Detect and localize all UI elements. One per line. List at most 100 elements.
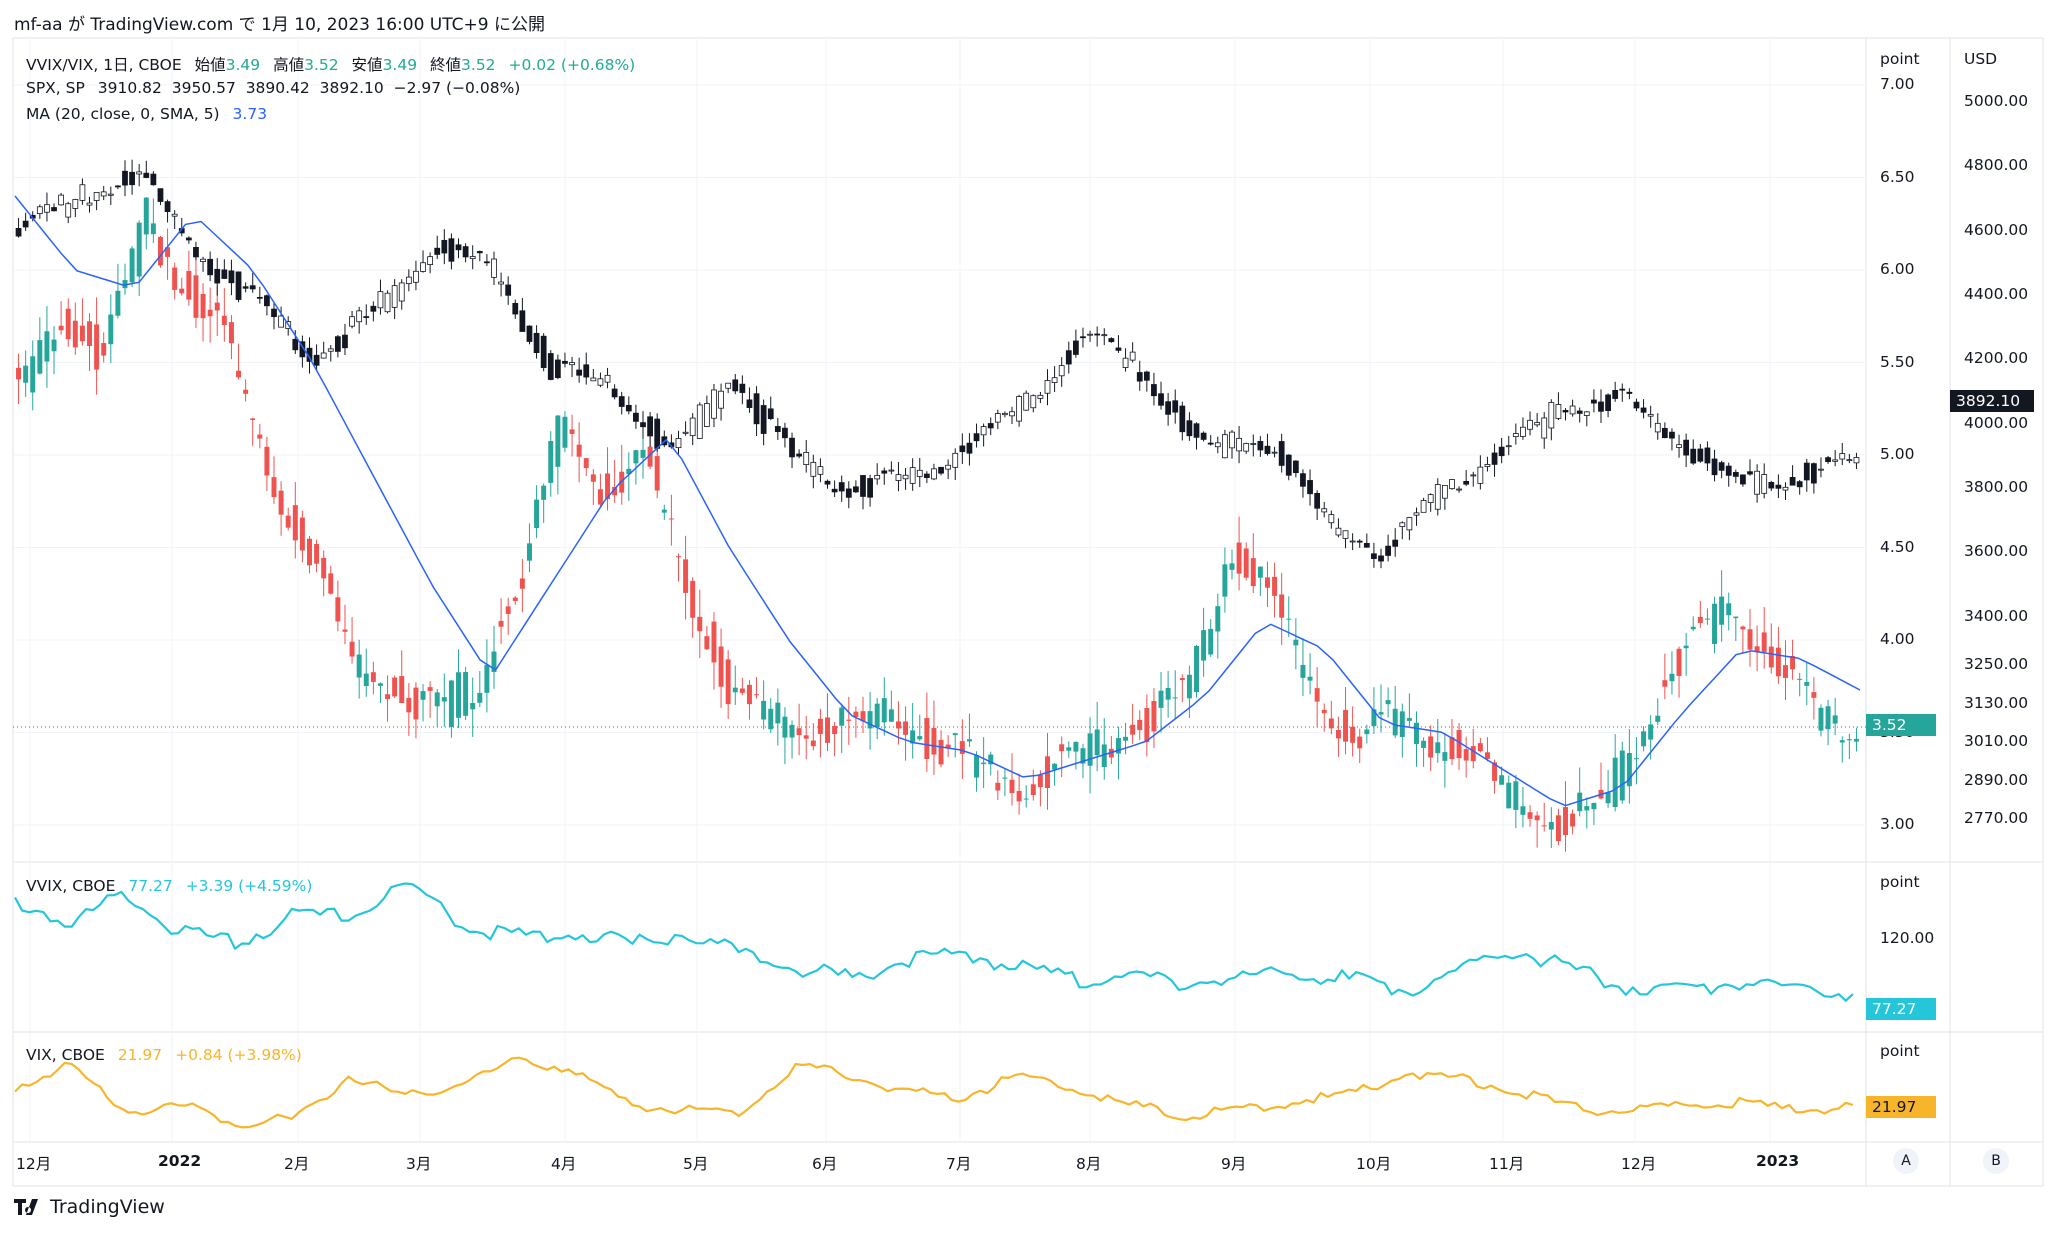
- ratio-candle: [1073, 741, 1079, 752]
- spx-candle: [1399, 522, 1406, 528]
- spx-candle: [767, 408, 774, 420]
- ratio-candle: [1236, 542, 1242, 574]
- spx-candle: [994, 413, 1001, 423]
- spx-candle: [945, 464, 952, 470]
- ratio-candle: [1633, 758, 1639, 760]
- ratio-legend[interactable]: VVIX/VIX, 1日, CBOE 始値3.49 高値3.52 安値3.49 …: [26, 53, 643, 75]
- time-axis-label: 9月: [1221, 1155, 1247, 1173]
- ratio-candle: [214, 302, 220, 311]
- spx-candle: [1732, 472, 1739, 477]
- spx-candle: [221, 269, 228, 279]
- ratio-candle: [1726, 603, 1732, 616]
- spx-candle: [1548, 402, 1555, 429]
- vix-axis-unit: point: [1880, 1042, 1920, 1060]
- spx-candle: [867, 478, 873, 498]
- spx-candle: [647, 416, 653, 437]
- spx-candle: [1853, 457, 1860, 464]
- spx-candle: [498, 281, 504, 285]
- spx-candle: [1690, 448, 1697, 464]
- ratio-candle: [1839, 740, 1845, 743]
- ratio-candle: [1463, 749, 1469, 761]
- right-axis-unit: USD: [1964, 50, 1998, 68]
- spx-candle: [1591, 399, 1597, 404]
- footer-brand[interactable]: TradingView: [14, 1196, 165, 1218]
- spx-candle: [420, 262, 426, 272]
- ratio-candle: [1733, 616, 1739, 619]
- ratio-candle: [441, 697, 447, 702]
- ratio-candle: [597, 489, 603, 505]
- vix-last-tag: 21.97: [1866, 1096, 1936, 1118]
- spx-candle: [817, 466, 824, 475]
- ratio-candle: [853, 711, 859, 717]
- spx-candle: [1158, 393, 1164, 406]
- spx-candle: [1009, 411, 1015, 417]
- spx-candle: [1697, 448, 1704, 462]
- spx-candle: [1207, 442, 1214, 445]
- ratio-candle: [463, 672, 469, 716]
- ratio-candle: [243, 389, 249, 394]
- spx-candle: [1278, 441, 1285, 466]
- ratio-candle: [1470, 746, 1476, 762]
- close-value: 3.52: [461, 56, 496, 74]
- ratio-candle: [704, 636, 710, 650]
- right-axis-tick: 4800.00: [1964, 156, 2029, 175]
- spx-candle: [1456, 488, 1462, 491]
- ratio-candle: [1286, 618, 1292, 620]
- spx-candle: [547, 353, 554, 380]
- ratio-candle: [881, 698, 887, 723]
- ratio-candle: [413, 687, 419, 720]
- ratio-candle: [420, 691, 426, 700]
- ratio-candle: [484, 664, 490, 693]
- spx-candle: [1704, 447, 1711, 464]
- spx-candle: [1527, 419, 1533, 430]
- right-axis-tick: 3010.00: [1964, 732, 2029, 751]
- spx-candle: [640, 422, 646, 428]
- ratio-candle: [1683, 645, 1689, 649]
- vvix-symbol: VVIX, CBOE: [26, 877, 116, 895]
- ratio-candle: [924, 718, 930, 759]
- spx-candle: [1413, 512, 1420, 516]
- vix-legend[interactable]: VIX, CBOE 21.97 +0.84 (+3.98%): [26, 1046, 310, 1064]
- ratio-candle: [1151, 700, 1157, 732]
- scale-options-button[interactable]: B: [1983, 1148, 2009, 1174]
- spx-candle: [796, 453, 803, 457]
- vvix-change: +3.39 (+4.59%): [185, 877, 313, 895]
- ratio-candle: [150, 223, 156, 235]
- ratio-candle: [966, 739, 972, 742]
- auto-scale-button[interactable]: A: [1893, 1148, 1919, 1174]
- spx-last-tag: 3892.10: [1950, 390, 2034, 412]
- ratio-candle: [16, 367, 22, 380]
- spx-candle: [1016, 396, 1022, 422]
- spx-candle: [491, 258, 497, 278]
- spx-candle: [519, 310, 526, 332]
- ratio-candle: [1279, 594, 1285, 618]
- spx-legend[interactable]: SPX, SP 3910.82 3950.57 3890.42 3892.10 …: [26, 79, 528, 97]
- spx-candle: [1129, 351, 1136, 361]
- ratio-candle: [1563, 807, 1568, 836]
- ratio-candle: [1030, 784, 1036, 796]
- spx-candle: [888, 469, 895, 472]
- spx-candle: [604, 374, 611, 383]
- ratio-candle: [1378, 712, 1384, 715]
- open-value: 3.49: [225, 56, 261, 74]
- grid-lines: [13, 38, 1866, 1142]
- spx-candle: [590, 377, 597, 382]
- ratio-candle: [1648, 724, 1654, 740]
- ratio-candle: [1690, 626, 1696, 630]
- spx-candle: [391, 285, 398, 308]
- ma-legend[interactable]: MA (20, close, 0, SMA, 5) 3.73: [26, 105, 275, 123]
- ratio-candle: [1449, 737, 1455, 760]
- spx-candle: [973, 433, 980, 442]
- right-axis-tick: 2770.00: [1964, 809, 2029, 828]
- spx-candle: [441, 239, 448, 254]
- spx-candle: [1165, 401, 1172, 415]
- vvix-legend[interactable]: VVIX, CBOE 77.27 +3.39 (+4.59%): [26, 877, 320, 895]
- ratio-candle: [931, 728, 937, 755]
- spx-candle: [1477, 466, 1484, 484]
- ratio-candle: [1655, 715, 1661, 722]
- spx-candle: [1846, 459, 1853, 462]
- spx-candle: [15, 227, 22, 237]
- open-label: 始値: [194, 56, 226, 74]
- ratio-candle: [1584, 806, 1590, 811]
